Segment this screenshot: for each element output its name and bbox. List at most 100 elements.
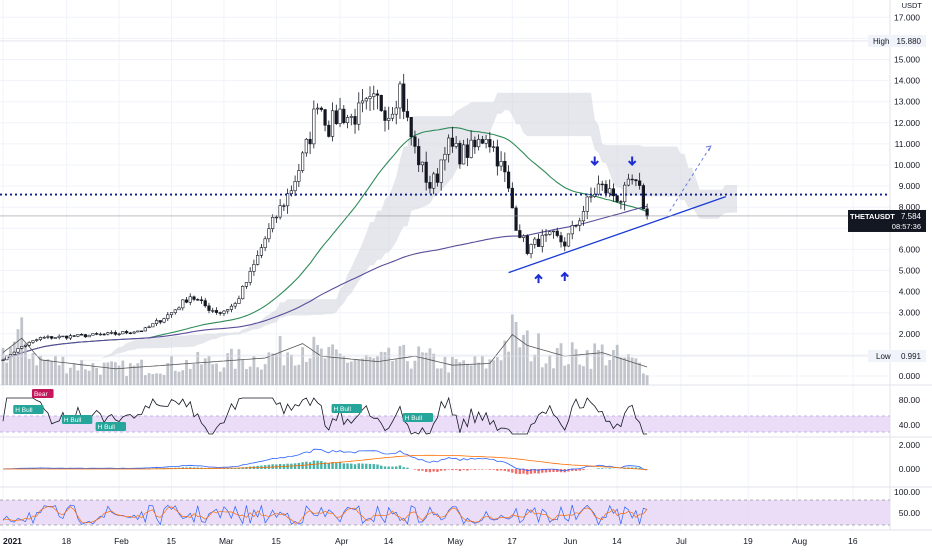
candle-body (496, 147, 499, 166)
volume-bar (470, 365, 473, 385)
volume-bar (496, 357, 499, 385)
candle-body (335, 111, 338, 124)
countdown-value: 08:57:36 (892, 222, 921, 231)
volume-bar (230, 349, 233, 385)
candle-body (32, 341, 35, 343)
volume-bar (361, 358, 364, 385)
volume-bar (425, 353, 428, 385)
divergence-label: H Bull (64, 417, 82, 424)
volume-bar (410, 369, 413, 385)
time-tick-label: Aug (792, 536, 807, 546)
candle-body (181, 300, 184, 308)
volume-bar (148, 373, 151, 385)
macd-histogram-bar (492, 469, 494, 470)
macd-histogram-bar (425, 469, 427, 472)
volume-bar (406, 361, 409, 385)
candle-body (616, 196, 619, 202)
macd-histogram-bar (361, 464, 363, 469)
candle-body (47, 337, 50, 338)
volume-bar (264, 364, 267, 385)
candle-body (425, 162, 428, 182)
volume-bar (301, 347, 304, 385)
volume-bar (571, 342, 574, 385)
volume-bar (601, 344, 604, 385)
volume-bar (178, 372, 181, 385)
candle-body (339, 109, 342, 124)
candle-body (234, 304, 237, 307)
candle-body (223, 311, 226, 313)
candle-body (346, 117, 349, 122)
volume-bar (507, 352, 510, 385)
candle-body (429, 182, 432, 188)
candle-body (58, 336, 61, 337)
price-tick-label: 17.000 (894, 12, 920, 22)
candle-body (504, 161, 507, 172)
candle-body (537, 239, 540, 246)
macd-histogram-bar (432, 469, 434, 471)
volume-bar (226, 353, 229, 385)
high-value: 15.880 (897, 37, 922, 46)
candle-body (152, 324, 155, 327)
candle-body (230, 306, 233, 309)
macd-histogram-bar (354, 464, 356, 469)
volume-bar (462, 360, 465, 385)
candle-body (283, 206, 286, 207)
volume-bar (582, 366, 585, 385)
divergence-label: H Bull (334, 406, 352, 413)
candle-body (298, 171, 301, 182)
divergence-label: Bear (34, 391, 49, 398)
volume-bar (560, 343, 563, 385)
candle-body (444, 154, 447, 160)
volume-bar (593, 343, 596, 385)
candle-body (489, 139, 492, 146)
macd-histogram-bar (380, 466, 382, 469)
volume-bar (181, 370, 184, 385)
arrow-up-icon (561, 273, 568, 281)
macd-histogram-bar (365, 464, 367, 469)
volume-bar (414, 361, 417, 385)
candle-body (99, 334, 102, 335)
macd-histogram-bar (474, 469, 476, 470)
macd-histogram-bar (320, 461, 322, 469)
volume-bar (73, 363, 76, 385)
candle-body (35, 340, 38, 341)
volume-bar (646, 375, 649, 385)
price-tick-label: 2.000 (899, 329, 921, 339)
volume-bar (380, 352, 383, 385)
candle-body (481, 139, 484, 143)
volume-bar (77, 370, 80, 385)
macd-histogram-bar (579, 469, 581, 471)
time-tick-label: May (447, 536, 464, 546)
macd-histogram-bar (470, 469, 472, 470)
volume-bar (563, 366, 566, 385)
volume-bar (545, 363, 548, 385)
macd-histogram-bar (328, 463, 330, 469)
volume-bar (260, 370, 263, 385)
candle-body (522, 236, 525, 238)
macd-histogram-bar (444, 469, 446, 470)
price-tick-label: 11.000 (895, 139, 921, 149)
volume-bar (346, 363, 349, 385)
candle-body (125, 331, 128, 332)
volume-bar (451, 357, 454, 385)
volume-bar (473, 356, 476, 385)
candle-body (372, 94, 375, 97)
candle-body (166, 315, 169, 319)
volume-bar (444, 357, 447, 385)
volume-bar (432, 354, 435, 385)
volume-bar (32, 353, 35, 385)
candle-body (552, 231, 555, 232)
candle-body (324, 110, 327, 126)
candle-body (148, 327, 151, 328)
candle-body (466, 145, 469, 158)
volume-bar (436, 368, 439, 385)
candle-body (627, 179, 630, 185)
volume-bar (399, 346, 402, 385)
volume-bar (492, 360, 495, 385)
candle-body (440, 160, 443, 183)
volume-bar (575, 349, 578, 385)
volume-bar (84, 369, 87, 385)
candle-body (350, 116, 353, 117)
candle-body (219, 313, 222, 314)
